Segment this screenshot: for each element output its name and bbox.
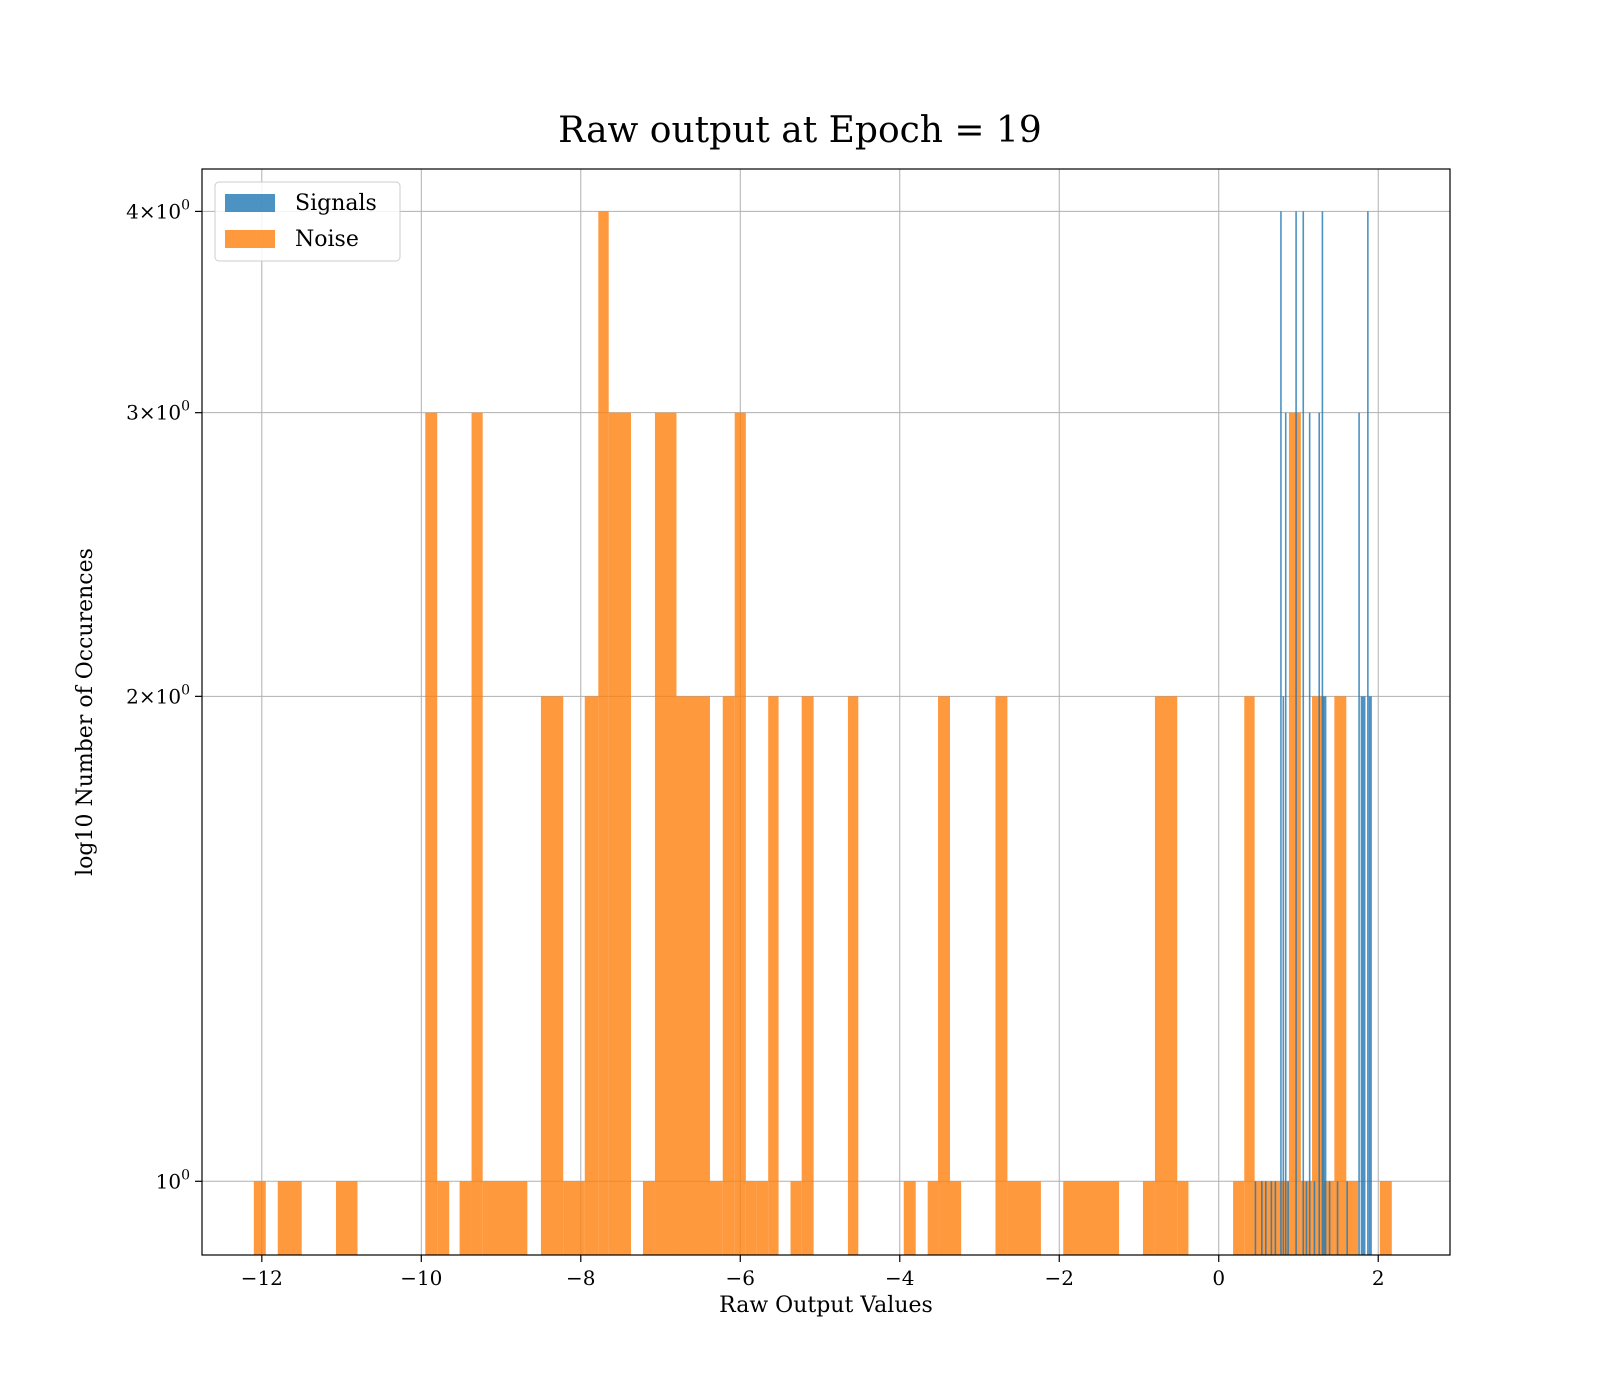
noise-bar (277, 1181, 302, 1255)
x-tick-label: 0 (1212, 1266, 1225, 1290)
noise-bar (927, 1181, 939, 1255)
noise-bar (734, 412, 746, 1255)
noise-bar (563, 1181, 585, 1255)
noise-bar (335, 1181, 358, 1255)
signal-bar (1308, 412, 1311, 1255)
noise-bar (598, 211, 609, 1256)
noise-bar (1007, 1181, 1041, 1255)
noise-bar (768, 696, 779, 1255)
signal-bar (1302, 211, 1305, 1256)
signal-bar (1274, 1181, 1277, 1255)
grid-lines (202, 169, 1450, 1255)
x-tick-label: −8 (566, 1266, 595, 1290)
x-axis-title: Raw Output Values (719, 1293, 933, 1318)
signal-bar (1254, 1181, 1257, 1255)
noise-bar (903, 1181, 916, 1255)
signal-bar (1313, 1181, 1316, 1255)
y-tick-label: 100 (156, 1167, 190, 1193)
legend-swatch-signals (225, 194, 275, 212)
signal-bar (1358, 412, 1360, 1255)
noise-bar (1379, 1181, 1392, 1255)
noise-bar (584, 696, 599, 1255)
noise-bar (482, 1181, 528, 1255)
noise-bar (801, 696, 814, 1255)
signal-bar (1346, 1181, 1348, 1255)
legend-label-signals: Signals (295, 191, 377, 216)
signal-bar (1360, 696, 1366, 1255)
y-tick-label: 2×100 (126, 682, 190, 708)
signal-bar (1305, 1181, 1308, 1255)
x-tick-label: −10 (400, 1266, 442, 1290)
noise-bar (938, 696, 951, 1255)
x-tick-label: 2 (1372, 1266, 1385, 1290)
noise-bar (790, 1181, 802, 1255)
noise-bar (1312, 696, 1325, 1255)
x-axis: −12 −10 −8 −6 −4 −2 0 2 (241, 1255, 1385, 1290)
signal-bar (1284, 412, 1287, 1255)
noise-bar (1244, 696, 1255, 1255)
x-tick-label: −4 (885, 1266, 914, 1290)
signal-bars (1254, 211, 1372, 1256)
noise-bar (950, 1181, 962, 1255)
signal-bar (1336, 1181, 1339, 1255)
y-tick-label: 3×100 (126, 399, 190, 425)
signal-bar (1367, 211, 1369, 1256)
noise-bar (654, 412, 677, 1255)
signal-bar (1261, 1181, 1263, 1255)
y-axis-title: log10 Number of Occurences (73, 548, 98, 876)
noise-bar (437, 1181, 450, 1255)
noise-bar (1063, 1181, 1120, 1255)
noise-bar (1177, 1181, 1189, 1255)
noise-bar (425, 412, 438, 1255)
signal-bar (1318, 412, 1321, 1255)
legend-label-noise: Noise (295, 227, 359, 252)
noise-bar (1334, 696, 1347, 1255)
signal-bar (1264, 1181, 1267, 1255)
signal-bar (1287, 1181, 1289, 1255)
noise-bar (995, 696, 1008, 1255)
x-tick-label: −12 (241, 1266, 283, 1290)
x-tick-label: −6 (726, 1266, 755, 1290)
legend: Signals Noise (214, 181, 401, 262)
noise-bar (745, 1181, 757, 1255)
signal-bar (1280, 211, 1282, 1256)
noise-bar (722, 696, 735, 1255)
signal-bar (1328, 1181, 1331, 1255)
chart-title: Raw output at Epoch = 19 (558, 110, 1042, 151)
signal-bar (1282, 696, 1285, 1255)
signal-bar (1321, 211, 1324, 1256)
signal-bar (1368, 696, 1372, 1255)
noise-bar (847, 696, 859, 1255)
plot-frame (201, 168, 1451, 1256)
noise-bar (676, 696, 710, 1255)
noise-bar (1346, 1181, 1359, 1255)
noise-bars (253, 211, 1392, 1256)
noise-bar (471, 412, 483, 1255)
y-axis: 100 2×100 3×100 4×100 (126, 197, 202, 1193)
noise-bar (756, 1181, 769, 1255)
legend-swatch-noise (225, 230, 275, 248)
noise-bar (1288, 412, 1301, 1255)
signal-bar (1323, 696, 1327, 1255)
noise-bar (608, 412, 632, 1255)
signal-bar (1295, 211, 1297, 1256)
noise-bar (459, 1181, 472, 1255)
x-tick-label: −2 (1045, 1266, 1074, 1290)
noise-bar (709, 1181, 723, 1255)
noise-bar (1154, 696, 1178, 1255)
noise-bar (1233, 1181, 1245, 1255)
noise-bar (253, 1181, 266, 1255)
noise-bar (540, 696, 564, 1255)
noise-bar (642, 1181, 655, 1255)
noise-bar (1142, 1181, 1155, 1255)
signal-bar (1270, 1181, 1273, 1255)
y-tick-label: 4×100 (126, 197, 190, 223)
